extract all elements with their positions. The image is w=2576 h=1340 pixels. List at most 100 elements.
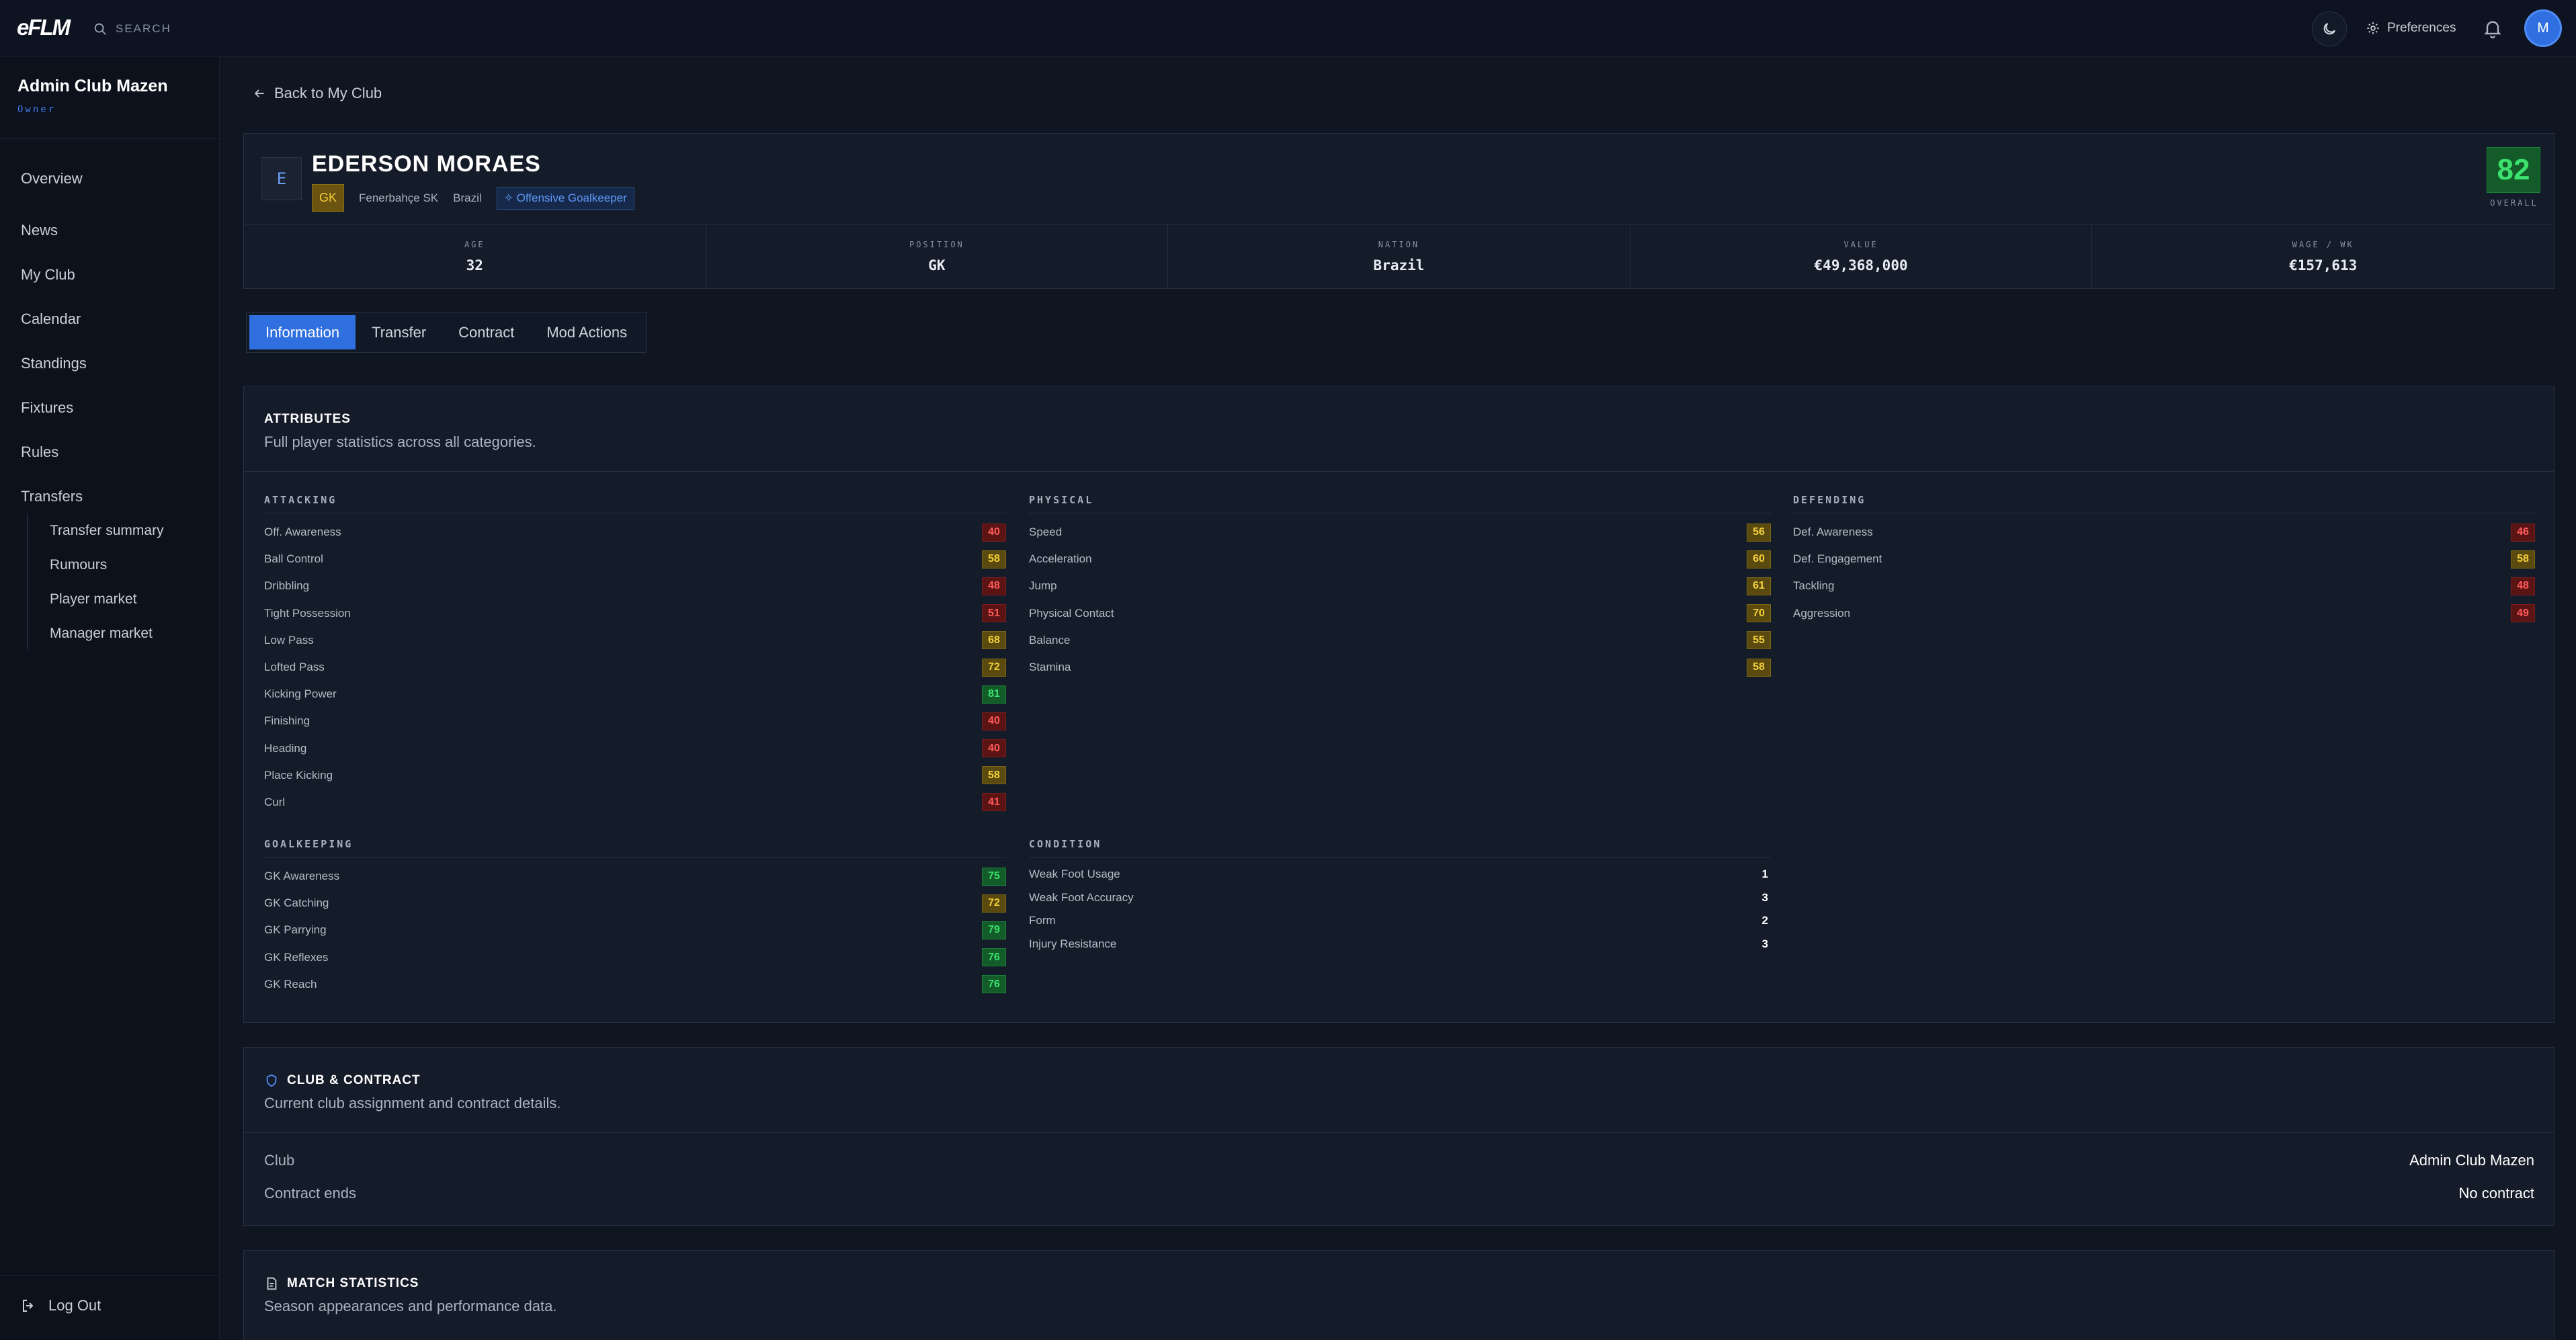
sidebar-item-standings[interactable]: Standings xyxy=(21,355,87,372)
attribute-row: Def. Awareness 46 xyxy=(1793,519,2535,546)
group-title: GOALKEEPING xyxy=(264,838,1006,857)
arrow-left-icon xyxy=(254,89,264,97)
notifications-button[interactable] xyxy=(2482,17,2503,39)
sidebar-nav: Overview News My Club Calendar Standings… xyxy=(21,164,87,519)
search-icon xyxy=(94,23,106,35)
group-title: ATTACKING xyxy=(264,494,1006,513)
play-style-label: Offensive Goalkeeper xyxy=(516,191,627,204)
attribute-value: 48 xyxy=(2511,577,2535,595)
attribute-value: 58 xyxy=(2511,550,2535,569)
document-icon xyxy=(267,1277,277,1290)
attribute-label: Aggression xyxy=(1793,606,1851,620)
subnav-item-transfer-summary[interactable]: Transfer summary xyxy=(50,522,164,538)
stat-label: AGE xyxy=(464,240,485,249)
sparkle-icon: ✧ xyxy=(503,191,517,204)
preferences-button[interactable]: Preferences xyxy=(2366,17,2456,39)
match-statistics-card: MATCH STATISTICS Season appearances and … xyxy=(243,1250,2554,1340)
attribute-row: Aggression 49 xyxy=(1793,600,2535,627)
attribute-label: Tackling xyxy=(1793,579,1835,593)
tab-contract[interactable]: Contract xyxy=(458,323,515,341)
attribute-row: Weak Foot Accuracy 3 xyxy=(1029,886,1771,910)
group-title: PHYSICAL xyxy=(1029,494,1771,513)
attribute-label: GK Parrying xyxy=(264,923,327,937)
player-name: EDERSON MORAES xyxy=(312,151,541,177)
stat-label: VALUE xyxy=(1843,240,1878,249)
user-avatar[interactable]: M xyxy=(2524,9,2562,47)
attribute-value: 72 xyxy=(982,894,1006,913)
attribute-label: Jump xyxy=(1029,579,1057,593)
attribute-value: 58 xyxy=(1747,658,1771,677)
theme-toggle-button[interactable] xyxy=(2312,11,2347,46)
attribute-label: Weak Foot Accuracy xyxy=(1029,890,1134,904)
logout-icon xyxy=(23,1300,34,1312)
attribute-label: Curl xyxy=(264,795,286,808)
attribute-label: Def. Awareness xyxy=(1793,526,1873,539)
play-style-badge: ✧ Offensive Goalkeeper xyxy=(496,186,634,210)
attribute-row: Injury Resistance 3 xyxy=(1029,933,1771,956)
back-to-club-link[interactable]: Back to My Club xyxy=(253,85,382,102)
attribute-row: GK Parrying 79 xyxy=(264,917,1006,944)
group-title: CONDITION xyxy=(1029,838,1771,857)
attribute-row: Kicking Power 81 xyxy=(264,681,1006,708)
stat-position: POSITION GK xyxy=(706,224,1169,289)
sidebar-item-transfers[interactable]: Transfers xyxy=(21,488,83,505)
sidebar-item-fixtures[interactable]: Fixtures xyxy=(21,399,74,416)
attribute-label: Def. Engagement xyxy=(1793,552,1882,566)
attribute-label: Weak Foot Usage xyxy=(1029,868,1120,881)
tab-transfer[interactable]: Transfer xyxy=(372,323,427,341)
logout-button[interactable]: Log Out xyxy=(20,1297,101,1314)
attribute-value: 3 xyxy=(1761,890,1768,904)
attribute-value: 2 xyxy=(1761,914,1768,927)
app-logo[interactable]: eFLM xyxy=(17,15,71,40)
attribute-label: Speed xyxy=(1029,526,1063,539)
attributes-card: ATTRIBUTES Full player statistics across… xyxy=(243,386,2554,1023)
club-value[interactable]: Admin Club Mazen xyxy=(2409,1152,2534,1169)
tab-information[interactable]: Information xyxy=(249,315,356,349)
attribute-value: 56 xyxy=(1747,523,1771,542)
attribute-label: GK Awareness xyxy=(264,870,340,883)
group-physical: PHYSICAL Speed 56 Acceleration 60 Jump 61 Phys… xyxy=(1029,494,1771,681)
sidebar-item-news[interactable]: News xyxy=(21,222,58,239)
attribute-value: 40 xyxy=(982,712,1006,730)
club-label: Club xyxy=(264,1152,295,1169)
attribute-row: Lofted Pass 72 xyxy=(264,654,1006,681)
sidebar-item-overview[interactable]: Overview xyxy=(21,170,83,187)
attribute-row: Ball Control 58 xyxy=(264,546,1006,573)
attribute-value: 68 xyxy=(982,631,1006,650)
stat-value: €49,368,000 xyxy=(1814,257,1908,274)
group-condition: CONDITION Weak Foot Usage 1 Weak Foot Accu… xyxy=(1029,838,1771,956)
attribute-label: Balance xyxy=(1029,633,1071,646)
attribute-row: Off. Awareness 40 xyxy=(264,519,1006,546)
attributes-title: ATTRIBUTES xyxy=(264,412,351,426)
attribute-label: GK Catching xyxy=(264,896,329,910)
tab-mod-actions[interactable]: Mod Actions xyxy=(546,323,628,341)
club-role: Owner xyxy=(17,104,56,115)
attribute-row: Finishing 40 xyxy=(264,708,1006,735)
back-label: Back to My Club xyxy=(274,85,382,101)
attribute-value: 1 xyxy=(1761,868,1768,881)
stat-label: WAGE / WK xyxy=(2292,240,2354,249)
subnav-item-manager-market[interactable]: Manager market xyxy=(50,625,153,641)
sidebar-item-calendar[interactable]: Calendar xyxy=(21,310,81,327)
attribute-value: 40 xyxy=(982,523,1006,542)
attribute-row: GK Reach 76 xyxy=(264,971,1006,998)
attr-rows: Off. Awareness 40 Ball Control 58 Dribbling 4… xyxy=(264,519,1006,816)
attribute-value: 58 xyxy=(982,766,1006,785)
attribute-label: GK Reach xyxy=(264,977,317,991)
sidebar-divider xyxy=(0,138,220,139)
sidebar-item-rules[interactable]: Rules xyxy=(21,444,59,460)
sidebar-item-my-club[interactable]: My Club xyxy=(21,266,75,283)
attribute-row: GK Catching 72 xyxy=(264,890,1006,917)
gear-icon xyxy=(2367,22,2379,34)
subnav-item-player-market[interactable]: Player market xyxy=(50,591,137,607)
group-attacking: ATTACKING Off. Awareness 40 Ball Control 58… xyxy=(264,494,1006,816)
attributes-header: ATTRIBUTES Full player statistics across… xyxy=(244,386,2554,472)
search-placeholder: SEARCH xyxy=(116,22,171,35)
club-name: Admin Club Mazen xyxy=(17,77,168,95)
attribute-value: 79 xyxy=(982,921,1006,939)
preferences-label: Preferences xyxy=(2387,21,2456,35)
attribute-row: Physical Contact 70 xyxy=(1029,600,1771,627)
subnav-item-rumours[interactable]: Rumours xyxy=(50,556,108,573)
stat-label: NATION xyxy=(1378,240,1420,249)
search-button[interactable]: SEARCH xyxy=(93,19,171,39)
